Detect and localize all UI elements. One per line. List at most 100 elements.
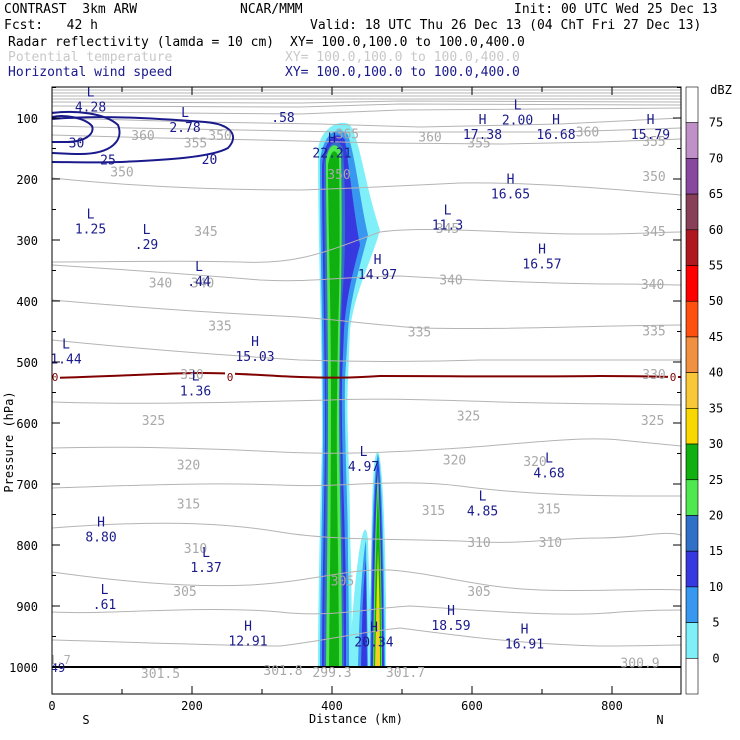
extremum-value: 4.68 (533, 467, 564, 482)
isentrope-335 (52, 299, 681, 330)
extremum-value: .58 (271, 111, 294, 126)
extremum-value: 17.38 (463, 128, 502, 143)
extremum-value: 15.79 (631, 128, 670, 143)
colorbar-swatch (685, 408, 699, 445)
wind-speed-contours (52, 110, 234, 164)
extremum-marker: H (538, 242, 546, 257)
colorbar-label: 15 (709, 544, 723, 558)
extremum-value: 2.00 (502, 113, 533, 128)
colorbar-swatch (685, 86, 699, 124)
extremum-marker: L (360, 445, 368, 460)
theta-label: 320 (523, 455, 546, 470)
wind-contour-label: 25 (100, 153, 116, 168)
theta-label: 299.3 (312, 666, 351, 681)
colorbar-swatch (685, 300, 699, 338)
isentrope-360 (52, 125, 681, 133)
freezing-label-bg (668, 371, 678, 383)
theta-label: 340 (149, 277, 172, 292)
isentrope-325 (52, 398, 681, 406)
colorbar-swatch (685, 193, 699, 231)
x-tick-label: 200 (181, 699, 203, 713)
theta-label: 310 (539, 536, 562, 551)
theta-label: 310 (467, 536, 490, 551)
y-tick-label: 200 (16, 173, 38, 187)
field-xy-wind: XY= 100.0,100.0 to 100.0,400.0 (285, 65, 520, 80)
theta-label: 320 (177, 458, 200, 473)
isentrope-345 (52, 228, 681, 263)
theta-label: 315 (422, 504, 445, 519)
end-label-left: S (82, 713, 89, 727)
y-tick-label: 600 (16, 417, 38, 431)
valid-time: Valid: 18 UTC Thu 26 Dec 13 (04 ChT Fri … (310, 18, 702, 33)
colorbar-swatch (685, 265, 699, 302)
extremum-marker: L (181, 106, 189, 121)
wind-contour-label: 20 (202, 153, 218, 168)
extremum-marker: H (244, 619, 252, 634)
colorbar-swatch (685, 515, 699, 552)
extremum-marker: L (192, 369, 200, 384)
extremum-value: 8.80 (85, 531, 116, 546)
extremum-value: 15.03 (235, 350, 274, 365)
extremum-marker: L (143, 223, 151, 238)
theta-label: 301.7 (386, 666, 425, 681)
surface-wind-label: 49 (51, 661, 65, 675)
end-label-right: N (656, 713, 663, 727)
colorbar-swatch (685, 158, 699, 195)
x-axis-label: Distance (km) (309, 712, 403, 726)
extremum-marker: L (514, 98, 522, 113)
extremum-value: 16.65 (491, 187, 530, 202)
isentrope-stratosphere-6 (52, 103, 681, 108)
theta-label: 301.5 (141, 667, 180, 682)
extremum-marker: H (521, 622, 529, 637)
extremum-marker: H (647, 113, 655, 128)
colorbar-swatch (685, 657, 699, 695)
field-xy-theta: XY= 100.0,100.0 to 100.0,400.0 (285, 50, 520, 65)
theta-label: 355 (467, 136, 490, 151)
y-tick-label: 1000 (9, 661, 38, 675)
extremum-marker: H (370, 621, 378, 636)
colorbar-swatch (685, 622, 699, 659)
theta-label: 330 (180, 368, 203, 383)
colorbar-swatch (685, 372, 699, 409)
theta-label: 340 (641, 278, 664, 293)
colorbar-swatch (685, 479, 699, 516)
refl-second-cell-40 (376, 610, 379, 668)
isentrope-305 (52, 569, 681, 592)
colorbar-label: 45 (709, 330, 723, 344)
extremum-value: 14.97 (358, 268, 397, 283)
extremum-value: 1.37 (190, 561, 221, 576)
extremum-value: 16.57 (522, 257, 561, 272)
colorbar-label: 25 (709, 473, 723, 487)
wind-contour-label: 30 (69, 136, 85, 151)
x-tick-label: 400 (321, 699, 343, 713)
field-xy-reflectivity: XY= 100.0,100.0 to 100.0,400.0 (290, 35, 525, 50)
wind-contour-20 (52, 116, 234, 164)
extremum-marker: L (545, 452, 553, 467)
theta-label: 330 (642, 368, 665, 383)
colorbar-label: 55 (709, 259, 723, 273)
x-tick-label: 0 (48, 699, 55, 713)
surface-theta-label: 1.7 (49, 653, 71, 667)
y-tick-label: 500 (16, 356, 38, 370)
extremum-marker: H (328, 131, 336, 146)
isentrope-stratosphere-5 (52, 100, 681, 104)
isentrope-302 (52, 627, 681, 647)
extremum-marker: H (97, 516, 105, 531)
theta-label: 360 (576, 125, 599, 140)
extremum-value: 22.21 (312, 146, 351, 161)
colorbar-label: 10 (709, 580, 723, 594)
extremum-value: 12.91 (228, 634, 267, 649)
isentrope-330 (52, 339, 681, 362)
colorbar-swatch (685, 550, 699, 588)
theta-label: 335 (408, 326, 431, 341)
colorbar-label: 20 (709, 508, 723, 522)
y-axis-label: Pressure (hPa) (2, 391, 16, 492)
colorbar-label: 35 (709, 401, 723, 415)
colorbar-label: 50 (709, 294, 723, 308)
colorbar-swatch (685, 336, 699, 373)
colorbar-swatch (685, 586, 699, 623)
extremum-value: 20.34 (354, 636, 393, 651)
theta-label: 310 (184, 542, 207, 557)
isentrope-340 (52, 264, 681, 286)
colorbar-units: dBZ (710, 83, 732, 97)
